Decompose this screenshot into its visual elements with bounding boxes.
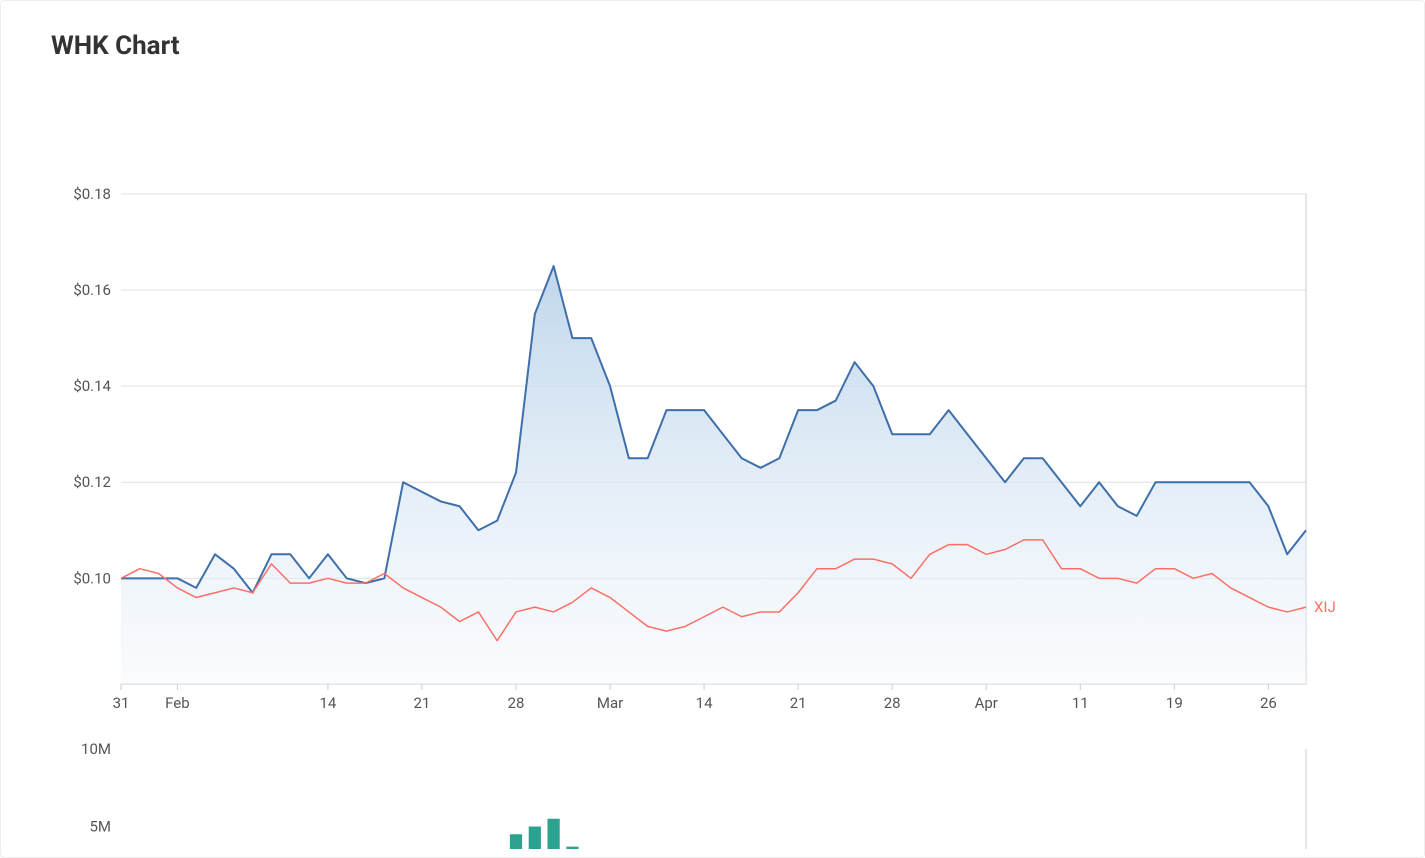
x-tick-label: 11: [1072, 694, 1089, 712]
x-tick-label: Feb: [165, 694, 190, 712]
volume-bar: [548, 819, 560, 849]
x-tick-label: 14: [319, 694, 336, 712]
x-tick-label: 21: [790, 694, 807, 712]
x-tick-label: 21: [414, 694, 431, 712]
x-tick-label: Apr: [975, 694, 998, 712]
volume-bar: [529, 827, 541, 850]
price-y-tick-label: $0.10: [73, 569, 111, 587]
price-y-tick-label: $0.14: [73, 377, 111, 395]
x-tick-label: 26: [1260, 694, 1277, 712]
x-tick-label: 31: [113, 694, 130, 712]
volume-y-tick-label: 10M: [81, 740, 111, 758]
chart-title: WHK Chart: [51, 31, 1404, 61]
price-y-tick-label: $0.16: [73, 281, 111, 299]
price-y-tick-label: $0.12: [73, 473, 111, 491]
price-chart: $0.10 $0.12 $0.14 $0.16 $0.18 XIJ 31 Feb 14 21 28 M…: [73, 185, 1335, 712]
volume-bar: [510, 834, 522, 849]
x-tick-label: 28: [884, 694, 901, 712]
x-tick-label: 14: [696, 694, 713, 712]
price-y-tick-label: $0.18: [73, 185, 111, 203]
comparison-label: XIJ: [1314, 598, 1336, 616]
volume-chart: 5M 10M: [81, 740, 1312, 849]
x-tick-label: Mar: [597, 694, 623, 712]
x-tick-label: 19: [1166, 694, 1183, 712]
price-area: [121, 266, 1306, 684]
volume-bar: [566, 847, 578, 849]
stock-chart: $0.10 $0.12 $0.14 $0.16 $0.18 XIJ 31 Feb 14 21 28 M…: [21, 79, 1406, 849]
x-tick-label: 28: [508, 694, 525, 712]
volume-y-tick-label: 5M: [89, 818, 111, 836]
